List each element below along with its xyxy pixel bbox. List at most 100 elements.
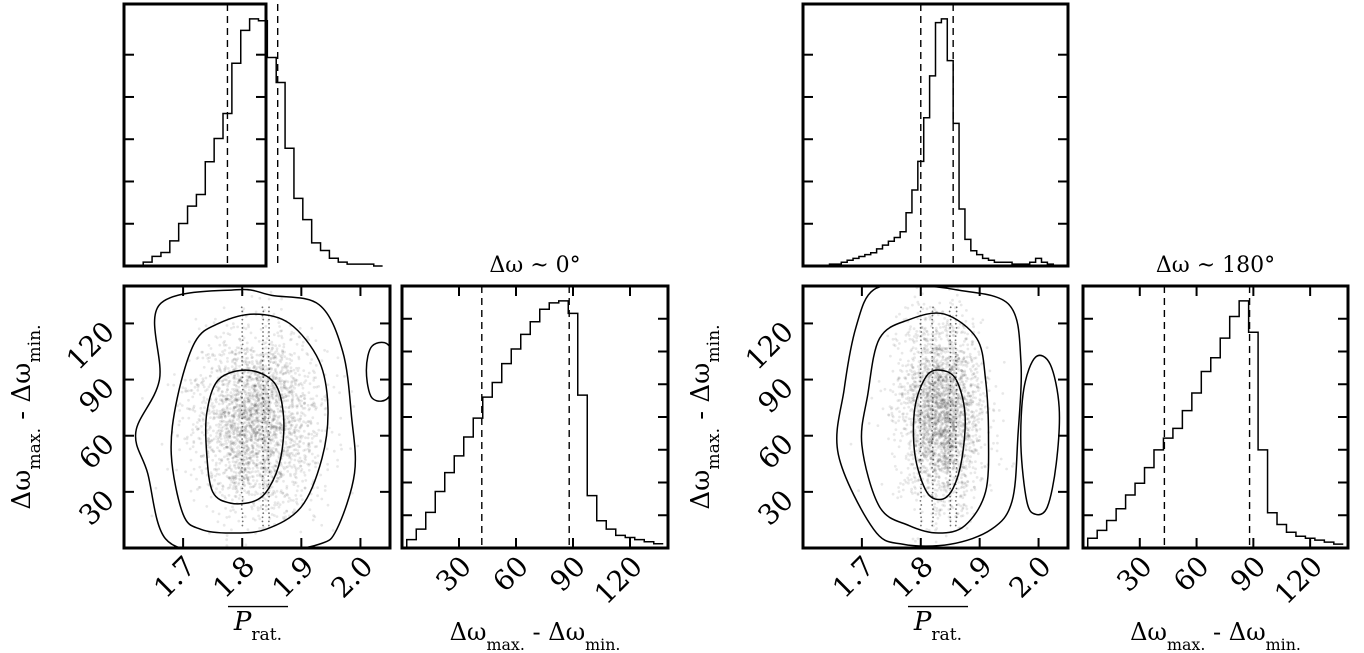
- sample-point: [924, 358, 928, 361]
- sample-point: [255, 452, 259, 456]
- sample-point: [308, 462, 312, 466]
- sample-point: [212, 450, 216, 453]
- sample-column-1: [262, 499, 264, 502]
- sample-point: [278, 414, 282, 418]
- sample-point: [216, 389, 220, 393]
- sample-point: [951, 303, 954, 306]
- sample-point: [926, 458, 929, 462]
- sample-point: [939, 375, 943, 378]
- sample-point: [960, 375, 963, 379]
- sample-point: [311, 429, 315, 433]
- sample-column-0: [241, 479, 244, 482]
- sample-point: [303, 454, 306, 457]
- sample-point: [952, 388, 955, 392]
- sample-point: [224, 468, 228, 472]
- sample-point: [925, 329, 928, 333]
- sample-point: [295, 423, 299, 427]
- sample-point: [914, 443, 918, 447]
- sample-point: [216, 429, 220, 433]
- sample-column-2: [267, 442, 270, 445]
- sample-point: [282, 385, 286, 389]
- sample-point: [944, 460, 947, 464]
- sample-point: [302, 397, 306, 400]
- sample-point: [951, 333, 955, 337]
- sample-point: [978, 427, 982, 431]
- sample-point: [227, 460, 231, 464]
- sample-point: [254, 431, 258, 435]
- sample-point: [229, 453, 232, 456]
- sample-point: [273, 355, 277, 358]
- sample-point: [251, 461, 255, 465]
- sample-point: [224, 400, 228, 403]
- sample-point: [924, 469, 928, 473]
- sample-point: [907, 373, 911, 376]
- sample-point: [944, 326, 948, 330]
- sample-point: [937, 376, 941, 380]
- sample-point: [970, 449, 974, 453]
- sample-point: [298, 425, 302, 429]
- sample-point: [937, 352, 940, 356]
- sample-point: [264, 392, 268, 396]
- sample-point: [274, 388, 278, 392]
- sample-point: [352, 405, 356, 408]
- sample-point: [926, 486, 929, 490]
- sample-point: [284, 395, 288, 398]
- sample-point: [922, 470, 926, 473]
- sample-point: [950, 365, 954, 369]
- sample-point: [278, 359, 282, 362]
- sample-column-2: [268, 401, 271, 403]
- sample-point: [943, 459, 947, 462]
- sample-point: [277, 396, 281, 400]
- sample-point: [284, 395, 288, 398]
- sample-point: [932, 422, 936, 425]
- sample-point: [233, 494, 237, 498]
- sample-point: [923, 423, 927, 426]
- sample-point: [270, 506, 274, 510]
- sample-point: [955, 433, 959, 437]
- sample-column-0: [241, 417, 244, 420]
- sample-point: [216, 388, 220, 392]
- sample-point: [264, 425, 268, 429]
- sample-point: [935, 385, 938, 389]
- sample-point: [232, 409, 235, 413]
- sample-point: [209, 347, 213, 350]
- sample-point: [271, 386, 275, 390]
- sample-point: [247, 466, 250, 469]
- sample-point: [233, 463, 237, 467]
- sample-point: [291, 439, 294, 443]
- sample-point: [288, 352, 292, 356]
- sample-point: [976, 452, 980, 456]
- sample-point: [245, 407, 248, 411]
- sample-point: [215, 400, 218, 404]
- sample-point: [256, 508, 260, 512]
- sample-point: [243, 425, 247, 429]
- sample-point: [235, 446, 239, 450]
- sample-point: [897, 362, 901, 365]
- sample-point: [273, 369, 277, 373]
- sample-point: [933, 393, 937, 397]
- sample-point: [201, 412, 205, 415]
- sample-point: [938, 354, 941, 358]
- sample-point: [283, 380, 287, 384]
- sample-point: [891, 415, 895, 419]
- sample-point: [956, 415, 960, 419]
- sample-point: [248, 366, 251, 370]
- sample-point: [299, 464, 303, 468]
- sample-point: [225, 544, 229, 548]
- sample-point: [945, 377, 948, 381]
- sample-point: [968, 352, 972, 356]
- sample-point: [283, 383, 286, 387]
- sample-point: [319, 404, 323, 407]
- sample-point: [292, 377, 296, 381]
- sample-point: [913, 428, 917, 432]
- sample-point: [934, 366, 938, 370]
- sample-point: [265, 408, 269, 411]
- sample-point: [218, 368, 222, 371]
- sample-point: [314, 461, 317, 464]
- sample-column-2: [268, 335, 270, 338]
- sample-point: [925, 395, 929, 399]
- sample-point: [940, 423, 944, 427]
- sample-point: [921, 375, 925, 379]
- sample-point: [942, 429, 946, 433]
- sample-point: [887, 413, 890, 417]
